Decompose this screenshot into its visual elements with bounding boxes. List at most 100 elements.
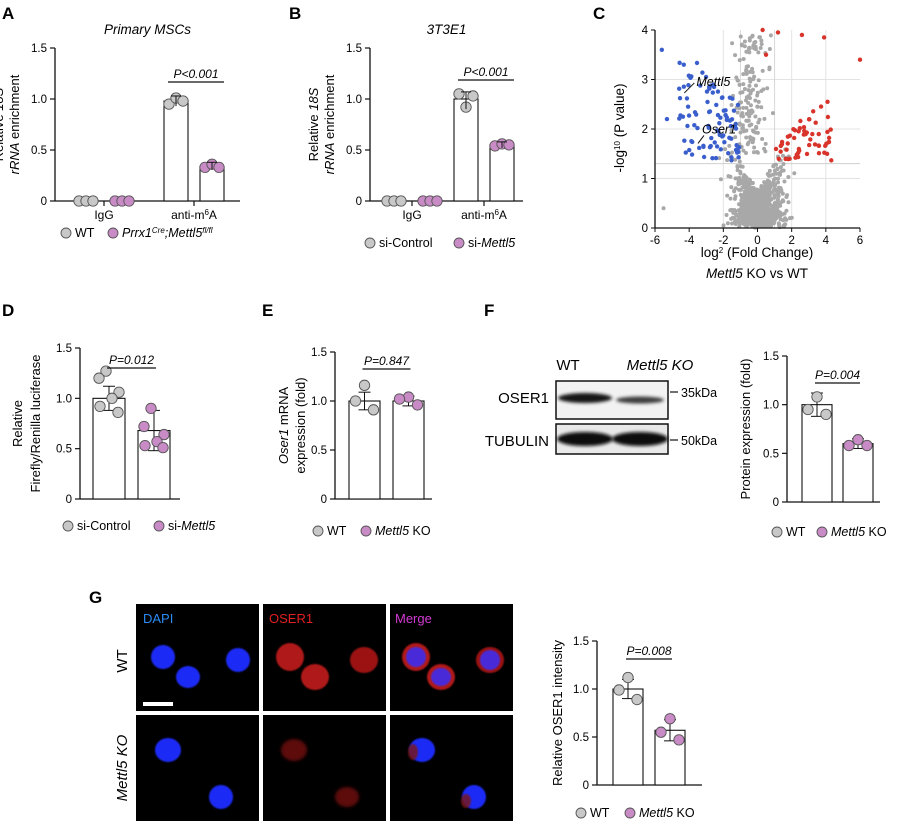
- volcano-point-up: [792, 128, 798, 133]
- volcano-point-down: [727, 95, 733, 100]
- micro-col-oser1: OSER1: [269, 611, 313, 626]
- nucleus: [226, 648, 250, 672]
- blot-oser1-band-ko: [616, 396, 664, 404]
- volcano-point-up: [775, 30, 781, 35]
- y-tick-label: 1.5: [31, 43, 47, 55]
- legend-label-control: si-Control: [379, 236, 433, 250]
- volcano-point-up: [763, 52, 769, 57]
- x-tick-label: anti-m6A: [461, 208, 507, 223]
- legend-label-treated: Prrx1Cre;Mettl5fl/fl: [122, 226, 213, 241]
- volcano-point-down: [721, 108, 727, 113]
- volcano-point: [740, 114, 745, 119]
- volcano-point: [776, 176, 781, 181]
- volcano-point: [771, 164, 776, 169]
- volcano-point-up: [821, 35, 827, 40]
- legend-marker: [816, 526, 828, 538]
- volcano-point-down: [706, 109, 712, 115]
- x-tick-label: IgG: [402, 208, 421, 222]
- volcano-point: [737, 176, 742, 181]
- y-axis-label: Oser1 mRNA: [276, 387, 291, 465]
- p-value-label: P=0.004: [815, 368, 860, 382]
- volcano-point: [750, 33, 755, 38]
- volcano-point: [747, 38, 752, 43]
- data-point: [367, 404, 380, 416]
- data-point: [349, 395, 362, 407]
- legend-marker: [453, 237, 465, 249]
- data-point: [145, 402, 157, 415]
- volcano-point: [733, 194, 738, 199]
- volcano-point: [784, 217, 789, 222]
- volcano-point: [780, 191, 785, 196]
- volcano-point: [724, 212, 729, 217]
- volcano-point: [741, 72, 746, 77]
- volcano-point: [778, 186, 783, 191]
- y-tick-label: 0.5: [346, 145, 362, 157]
- volcano-point-up: [829, 158, 834, 163]
- panel-label-c: C: [593, 4, 605, 23]
- volcano-point: [744, 212, 749, 217]
- volcano-point-down: [682, 138, 687, 143]
- volcano-point-down: [724, 117, 730, 123]
- volcano-point: [753, 130, 758, 135]
- volcano-point-down: [714, 144, 720, 149]
- volcano-point-down: [696, 145, 702, 151]
- volcano-point-down: [710, 155, 715, 161]
- volcano-point: [740, 90, 745, 95]
- volcano-point-up: [773, 146, 779, 152]
- volcano-point-down: [706, 125, 712, 131]
- data-point: [213, 161, 225, 173]
- volcano-point: [747, 177, 752, 182]
- volcano-point-down: [687, 147, 692, 153]
- volcano-point-up: [799, 32, 805, 38]
- p-value-label: P<0.001: [173, 67, 218, 81]
- micro-row-ko: Mettl5 KO: [114, 734, 131, 801]
- volcano-point: [756, 50, 761, 55]
- oser1-signal: [301, 664, 329, 690]
- legend-label-control: WT: [786, 525, 806, 539]
- volcano-point: [743, 175, 748, 180]
- volcano-point-down: [729, 136, 734, 141]
- panel-label-d: D: [2, 301, 14, 320]
- data-point: [852, 434, 864, 446]
- volcano-point: [745, 215, 750, 220]
- chart-g: 0 0.5 1.0 1.5 P=0.008 Relative OSER1 intensit…: [550, 636, 702, 820]
- y-tick-label: 0.5: [573, 732, 589, 744]
- volcano-point: [767, 195, 772, 200]
- nucleus: [155, 738, 181, 762]
- volcano-point-down: [703, 74, 709, 80]
- volcano-point-up: [816, 151, 822, 156]
- volcano-point: [772, 187, 777, 192]
- y-tick-label: 0.5: [31, 145, 47, 157]
- y-axis-label: rRNA enrichment: [7, 74, 22, 174]
- volcano-point: [739, 43, 744, 48]
- y-tick-label: 1.0: [31, 94, 47, 106]
- data-point: [503, 139, 515, 151]
- volcano-point: [746, 118, 751, 123]
- volcano-point-down: [698, 83, 703, 88]
- volcano-point: [741, 148, 746, 153]
- p-value-label: P<0.001: [463, 65, 508, 79]
- volcano-point: [759, 88, 764, 93]
- p-value-label: P=0.008: [626, 644, 671, 658]
- volcano-point: [738, 192, 743, 197]
- volcano-point: [763, 149, 768, 154]
- volcano-point: [737, 58, 742, 63]
- x-tick-label: 2: [788, 235, 794, 247]
- volcano-point: [768, 33, 773, 38]
- volcano-point-up: [801, 124, 807, 130]
- volcano-point: [768, 185, 773, 190]
- volcano-point-down: [707, 86, 712, 91]
- bar: [348, 400, 381, 500]
- volcano-point: [723, 147, 728, 152]
- volcano-point: [748, 91, 753, 96]
- chart-c-volcano: Mettl5 Oser1 -6 -4 -2 0 2 4 6 0 1 2 3 4 log2 (Fold Cha…: [612, 25, 863, 281]
- volcano-point: [743, 198, 748, 203]
- volcano-point-up: [785, 141, 790, 146]
- volcano-point-up: [783, 156, 788, 162]
- volcano-point-up: [807, 117, 812, 122]
- volcano-point: [728, 208, 733, 213]
- volcano-point: [752, 190, 757, 195]
- volcano-point: [729, 185, 734, 190]
- volcano-point: [781, 223, 786, 228]
- blot-row-oser1: OSER1: [498, 390, 549, 407]
